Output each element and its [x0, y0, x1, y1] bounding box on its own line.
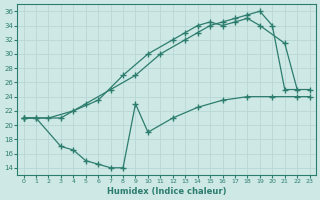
X-axis label: Humidex (Indice chaleur): Humidex (Indice chaleur)	[107, 187, 226, 196]
